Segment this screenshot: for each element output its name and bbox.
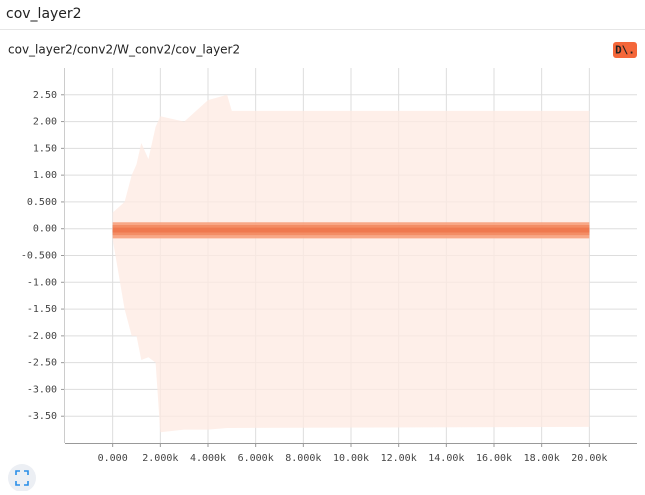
y-tick-label: -3.00 (27, 384, 57, 395)
y-tick-label: 2.00 (33, 117, 57, 128)
x-tick-label: 16.00k (476, 453, 512, 464)
section-title: cov_layer2 (6, 6, 82, 22)
download-button-label[interactable]: D\. (615, 44, 635, 57)
y-tick-label: 2.50 (33, 90, 57, 101)
plot: 2.50 2.00 1.50 1.00 0.500 0.00 -0.500 -1.00 -1.5… (21, 68, 637, 464)
x-tick-label: 0.000 (98, 453, 128, 464)
y-tick-label: -2.00 (27, 331, 57, 342)
expand-icon[interactable] (15, 470, 29, 486)
y-tick-label: 0.00 (33, 224, 57, 235)
x-tick-label: 2.000k (142, 453, 178, 464)
x-tick-label: 18.00k (524, 453, 560, 464)
y-tick-label: -0.500 (21, 251, 57, 262)
distribution-band (112, 227, 590, 233)
axes: 2.50 2.00 1.50 1.00 0.500 0.00 -0.500 -1.00 -1.5… (21, 68, 637, 464)
y-tick-label: 1.00 (33, 170, 57, 181)
chart-title: cov_layer2/conv2/W_conv2/cov_layer2 (8, 43, 240, 57)
x-tick-label: 8.000k (285, 453, 321, 464)
y-tick-label: -2.50 (27, 358, 57, 369)
y-tick-label: -1.50 (27, 304, 57, 315)
x-tick-label: 12.00k (381, 453, 417, 464)
x-tick-label: 20.00k (571, 453, 607, 464)
x-tick-label: 10.00k (333, 453, 369, 464)
bands (112, 94, 590, 433)
expand-button[interactable] (8, 464, 36, 492)
expand-bg[interactable] (8, 464, 36, 492)
x-tick-label: 6.000k (238, 453, 274, 464)
y-tick-label: 0.500 (27, 197, 57, 208)
y-tick-label: -1.00 (27, 277, 57, 288)
y-tick-label: -3.50 (27, 411, 57, 422)
x-tick-label: 14.00k (428, 453, 464, 464)
download-button[interactable] (613, 42, 637, 58)
y-tick-label: 1.50 (33, 143, 57, 154)
distribution-band (112, 94, 590, 433)
x-tick-label: 4.000k (190, 453, 226, 464)
